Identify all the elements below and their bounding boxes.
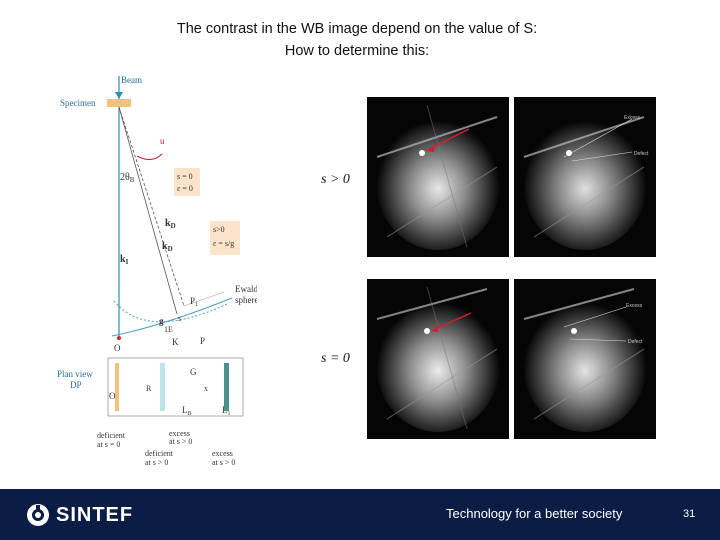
beam-arrow <box>115 92 123 99</box>
ewald-label: Ewald <box>235 284 257 294</box>
brand-name: SINTEF <box>56 503 134 526</box>
plan-view-box <box>107 357 244 417</box>
micrograph-top-right-render: Excess Defect <box>523 114 649 250</box>
excess-label-1a: excess <box>169 429 190 438</box>
s-positive-label: s>0 <box>213 225 225 234</box>
eps-ratio-label: ε = s/g <box>213 239 234 248</box>
sphere-label: sphere <box>235 295 257 305</box>
s-zero-label: s = 0 <box>177 172 193 181</box>
s-zero-box <box>174 168 200 196</box>
micrograph-bottom-right-render: Excess Defect <box>523 288 647 432</box>
excess-label-bottom: Excess <box>626 303 643 309</box>
slide-title: The contrast in the WB image depend on t… <box>0 18 714 62</box>
ewald-sphere <box>111 297 233 337</box>
excess-label-top: Excess <box>624 115 641 121</box>
deficient-label-2b: at s > 0 <box>145 458 168 467</box>
r-label: R <box>146 384 152 393</box>
s-zero-condition: s = 0 <box>321 351 350 366</box>
page-number: 31 <box>683 508 696 520</box>
ewald-arc <box>113 300 228 323</box>
eps-zero-label: ε = 0 <box>177 184 193 193</box>
ki-label: kI <box>120 254 129 266</box>
red-arrow-bottom <box>434 312 472 330</box>
deficient-label-1b: at s = 0 <box>97 440 120 449</box>
micrograph-top-left-render <box>376 104 500 250</box>
plan-o-label: O <box>109 391 116 401</box>
title-line-2: How to determine this: <box>284 43 430 59</box>
s-positive-condition: s > 0 <box>321 172 350 187</box>
footer-bar: SINTEF Technology for a better society 3… <box>0 489 720 540</box>
origin-label: O <box>114 343 121 353</box>
kd-label-2: kD <box>162 241 173 253</box>
diffracted-ray-dashed <box>118 106 185 307</box>
sintef-logo: SINTEF <box>26 503 133 527</box>
micrograph-bottom-left <box>367 279 509 439</box>
one-e-label: 1E <box>164 325 173 334</box>
micrograph-bottom-left-render <box>376 286 500 432</box>
title-line-1: The contrast in the WB image depend on t… <box>176 21 538 37</box>
micrograph-bottom-right: Excess Defect <box>514 279 656 439</box>
p1-label: P1 <box>190 296 198 308</box>
l1-stripe <box>224 363 229 411</box>
excess-label-1b: at s > 0 <box>169 437 192 446</box>
sintef-logo-icon <box>27 504 49 526</box>
deficient-label-2a: deficient <box>145 449 174 458</box>
two-theta-label: 2θB <box>120 172 135 184</box>
l1-label: L1 <box>222 405 231 417</box>
s-small-label: s <box>178 314 181 323</box>
deficient-label-1a: deficient <box>97 431 126 440</box>
specimen-label: Specimen <box>60 98 96 108</box>
red-arrow-top <box>428 128 470 150</box>
beam-label: Beam <box>121 75 142 85</box>
micrograph-top-left <box>367 97 509 257</box>
tagline: Technology for a better society <box>446 506 623 521</box>
g-stripe <box>160 363 165 411</box>
s-positive-box <box>210 221 240 255</box>
specimen-block <box>107 99 131 107</box>
g-vector-label: g <box>159 316 164 326</box>
defect-label-bottom: Defect <box>628 339 643 345</box>
origin-dot <box>117 336 121 340</box>
plan-view-label: Plan view <box>57 369 93 379</box>
defect-label-top: Defect <box>634 151 649 157</box>
dp-label: DP <box>70 380 82 390</box>
excess-label-2b: at s > 0 <box>212 458 235 467</box>
g-line <box>183 291 225 307</box>
kd-label-1: kD <box>165 218 176 230</box>
excess-label-2a: excess <box>212 449 233 458</box>
plan-g-label: G <box>190 367 197 377</box>
u-label: u <box>160 136 165 146</box>
o-stripe <box>115 363 119 411</box>
diffraction-diagram: Beam Specimen u 2θB s = 0 ε = 0 kD kD kI… <box>57 75 257 467</box>
lb-label: LB <box>182 405 192 417</box>
micrograph-top-right: Excess Defect <box>514 97 656 257</box>
angle-arc <box>136 153 163 160</box>
k-label: K <box>172 337 179 347</box>
x-label: x <box>204 384 208 393</box>
diffracted-ray <box>118 106 178 315</box>
p-label: P <box>200 336 205 346</box>
